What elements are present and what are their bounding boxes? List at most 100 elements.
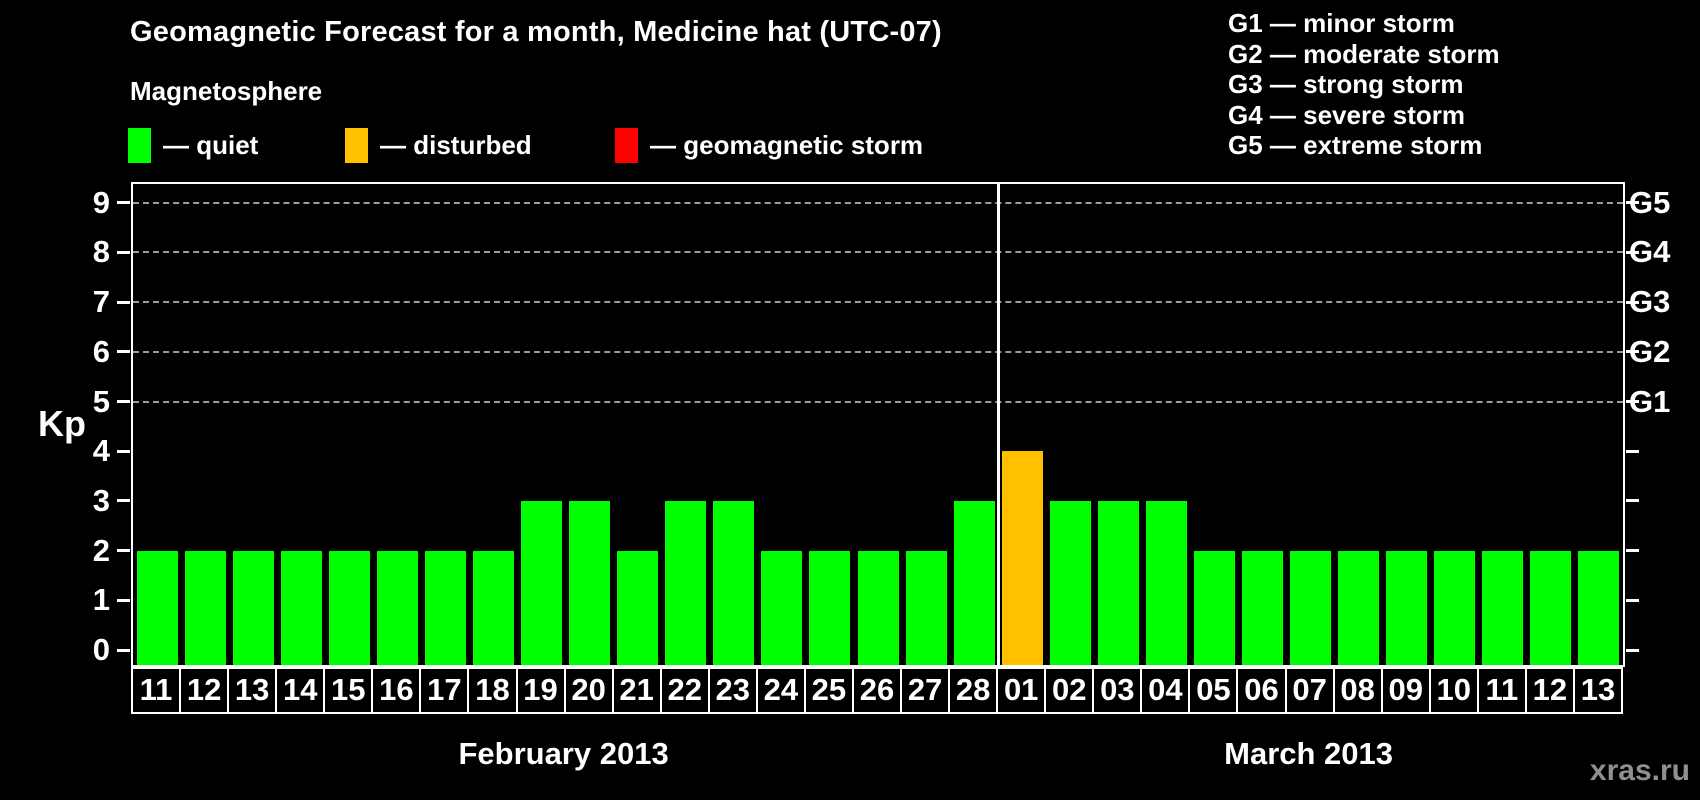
g3-legend-line: G3 — strong storm xyxy=(1228,69,1464,99)
kp-bar-day-14 xyxy=(280,550,322,665)
plot-area: 0 1 2 3 4 5 6 7 8 9 G1 G2 G3 G4 G5 xyxy=(93,182,1670,667)
gridline-kp-8 xyxy=(133,251,1623,254)
kp-bar-day-24 xyxy=(761,550,803,665)
month-separator-line xyxy=(996,184,1000,665)
date-cell-22: 22 xyxy=(659,667,710,714)
right-tick-4 xyxy=(1626,449,1639,453)
g2-legend-line: G2 — moderate storm xyxy=(1228,38,1500,69)
kp-tick-3 xyxy=(117,499,130,503)
date-cell-05: 05 xyxy=(1188,667,1239,714)
kp-tick-label-3: 3 xyxy=(92,482,110,518)
kp-bar-day-10 xyxy=(1434,550,1476,665)
g5-legend-line: G5 — extreme storm xyxy=(1228,130,1483,160)
date-cell-17: 17 xyxy=(419,667,470,714)
month-label-march: March 2013 xyxy=(1224,736,1394,771)
kp-bar-day-11 xyxy=(1482,550,1524,665)
kp-bar-day-04 xyxy=(1145,500,1187,665)
kp-tick-label-7: 7 xyxy=(92,284,110,320)
date-cell-18: 18 xyxy=(467,667,518,714)
gridline-kp-5 xyxy=(133,400,1623,403)
kp-tick-label-1: 1 xyxy=(92,582,110,618)
date-cell-09: 09 xyxy=(1380,667,1431,714)
month-label-february: February 2013 xyxy=(458,736,669,771)
date-cell-19: 19 xyxy=(515,667,566,714)
g4-legend-line: G4 — severe storm xyxy=(1228,99,1466,130)
date-cell-15: 15 xyxy=(323,667,374,714)
kp-bar-day-25 xyxy=(809,550,851,665)
kp-bar-day-15 xyxy=(328,550,370,665)
g1-legend-line: G1 — minor storm xyxy=(1228,8,1455,38)
kp-tick-label-0: 0 xyxy=(92,632,110,667)
date-cell-25: 25 xyxy=(803,667,854,714)
kp-bar-day-13 xyxy=(232,550,274,665)
date-cell-01: 01 xyxy=(996,667,1047,714)
kp-bar-day-16 xyxy=(376,550,418,665)
date-cell-14: 14 xyxy=(275,667,326,714)
kp-tick-1 xyxy=(117,598,130,602)
legend-item-disturbed: — disturbed xyxy=(345,128,532,163)
g-scale-tick-label-g1: G1 xyxy=(1629,383,1671,419)
date-cell-08: 08 xyxy=(1332,667,1383,714)
gridline-kp-6 xyxy=(133,350,1623,353)
kp-bar-day-18 xyxy=(472,550,514,665)
kp-bar-day-12 xyxy=(1530,550,1572,665)
legend-label-geomagnetic-storm: — geomagnetic storm xyxy=(650,130,924,160)
date-cell-23: 23 xyxy=(707,667,758,714)
kp-tick-5 xyxy=(117,400,130,403)
magnetosphere-legend-heading: Magnetosphere xyxy=(130,76,323,106)
kp-bar-day-11 xyxy=(136,550,178,665)
kp-bar-day-22 xyxy=(665,500,707,665)
gridline-kp-9 xyxy=(133,201,1623,204)
kp-bar-day-17 xyxy=(424,550,466,665)
geomagnetic-storm-color-swatch xyxy=(615,128,638,163)
date-cell-16: 16 xyxy=(371,667,422,714)
date-cell-26: 26 xyxy=(851,667,903,714)
right-tick-5 xyxy=(1626,400,1639,403)
legend-item-quiet: — quiet xyxy=(128,128,258,163)
right-tick-1 xyxy=(1626,598,1639,602)
date-axis-row: 11 12 13 14 15 16 17 18 19 20 21 22 23 24 25 26 27 28 01 02… xyxy=(131,667,1625,714)
g-scale-tick-label-g5: G5 xyxy=(1629,184,1671,220)
kp-bar-day-05 xyxy=(1193,550,1235,665)
date-cell-07: 07 xyxy=(1284,667,1335,714)
kp-bar-day-28 xyxy=(953,500,995,665)
kp-tick-label-9: 9 xyxy=(92,184,110,220)
legend-label-quiet: — quiet xyxy=(163,130,259,160)
g-scale-tick-label-g2: G2 xyxy=(1629,333,1671,369)
kp-tick-0 xyxy=(117,648,130,652)
date-cell-06: 06 xyxy=(1236,667,1287,714)
right-tick-6 xyxy=(1626,350,1639,354)
kp-tick-label-6: 6 xyxy=(92,333,110,369)
kp-bar-day-20 xyxy=(569,500,611,665)
kp-tick-label-4: 4 xyxy=(92,433,110,469)
kp-bar-day-12 xyxy=(184,550,226,665)
gridline-kp-7 xyxy=(133,301,1623,304)
kp-axis-title: Kp xyxy=(38,403,86,444)
date-cell-21: 21 xyxy=(611,667,662,714)
watermark: xras.ru xyxy=(1589,754,1690,787)
kp-bar-day-19 xyxy=(521,500,563,665)
right-tick-0 xyxy=(1626,648,1639,652)
date-cell-04: 04 xyxy=(1140,667,1191,714)
date-cell-20: 20 xyxy=(563,667,614,714)
kp-tick-6 xyxy=(117,350,130,354)
kp-tick-9 xyxy=(117,201,130,205)
kp-bar-day-21 xyxy=(617,550,659,665)
kp-tick-label-8: 8 xyxy=(92,234,110,270)
g-scale-tick-label-g3: G3 xyxy=(1629,284,1671,320)
kp-bar-day-07 xyxy=(1290,550,1332,665)
kp-bar-day-01 xyxy=(1001,451,1043,665)
right-tick-9 xyxy=(1626,201,1639,205)
date-cell-24: 24 xyxy=(755,667,806,714)
kp-tick-8 xyxy=(117,250,130,254)
date-cell-13: 13 xyxy=(227,667,278,714)
kp-bar-day-26 xyxy=(857,550,899,665)
legend-item-geomagnetic-storm: — geomagnetic storm xyxy=(615,128,923,163)
date-cell-03: 03 xyxy=(1092,667,1143,714)
kp-bar-day-03 xyxy=(1097,500,1139,665)
date-cell-11: 11 xyxy=(131,667,182,714)
kp-tick-label-5: 5 xyxy=(92,383,110,419)
date-cell-02: 02 xyxy=(1044,667,1095,714)
right-tick-3 xyxy=(1626,499,1639,503)
